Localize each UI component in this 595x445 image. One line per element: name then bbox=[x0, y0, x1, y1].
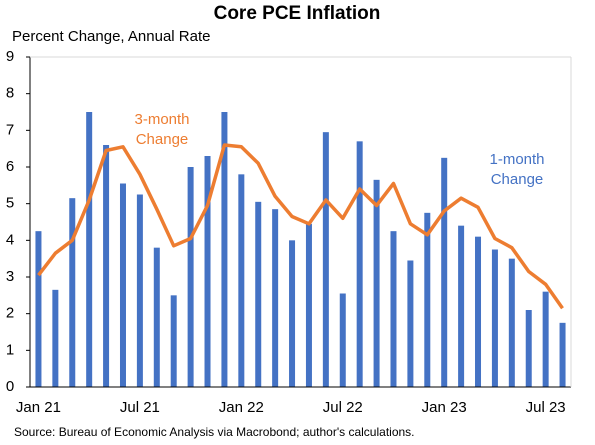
y-tick-label: 9 bbox=[6, 48, 14, 65]
bar bbox=[153, 247, 160, 387]
bar bbox=[52, 289, 59, 387]
bar bbox=[238, 174, 245, 387]
line bbox=[37, 143, 564, 310]
x-tick-label: Jan 22 bbox=[219, 399, 264, 416]
chart-subtitle: Percent Change, Annual Rate bbox=[12, 28, 210, 45]
x-tick-label: Jan 23 bbox=[422, 399, 467, 416]
x-tick-label: Jul 21 bbox=[120, 399, 160, 416]
bar bbox=[322, 132, 329, 387]
y-tick-label: 5 bbox=[6, 195, 14, 212]
y-tick-label: 4 bbox=[6, 231, 14, 248]
bar bbox=[170, 295, 177, 387]
y-tick-label: 2 bbox=[6, 305, 14, 322]
annotation: Change bbox=[491, 171, 544, 188]
y-tick-label: 7 bbox=[6, 121, 14, 138]
bar bbox=[35, 231, 42, 387]
bar bbox=[255, 201, 262, 387]
annotation: 3-month bbox=[134, 111, 189, 128]
y-tick-label: 0 bbox=[6, 378, 14, 395]
x-tick-label: Jan 21 bbox=[16, 399, 61, 416]
bar bbox=[221, 112, 228, 387]
source: Source: Bureau of Economic Analysis via … bbox=[14, 425, 415, 439]
bar bbox=[119, 183, 126, 387]
bar bbox=[491, 249, 498, 387]
bar bbox=[272, 209, 279, 387]
bar bbox=[86, 112, 93, 387]
bar bbox=[356, 141, 363, 387]
bar bbox=[525, 310, 532, 387]
bar bbox=[441, 157, 448, 387]
y-tick-label: 1 bbox=[6, 341, 14, 358]
y-tick-label: 6 bbox=[6, 158, 14, 175]
x-tick-label: Jul 22 bbox=[323, 399, 363, 416]
bar bbox=[424, 212, 431, 387]
bar bbox=[559, 322, 566, 387]
bar bbox=[136, 194, 143, 387]
bar bbox=[407, 260, 414, 387]
bar bbox=[187, 167, 194, 387]
bar bbox=[508, 258, 515, 387]
annotation: 1-month bbox=[489, 151, 544, 168]
bar bbox=[373, 179, 380, 387]
bar bbox=[475, 236, 482, 387]
bar bbox=[289, 240, 296, 387]
bar bbox=[339, 293, 346, 387]
chart-title: Core PCE Inflation bbox=[214, 3, 381, 24]
annotation: Change bbox=[136, 131, 189, 148]
bar bbox=[390, 231, 397, 387]
bar bbox=[69, 198, 76, 387]
y-tick-label: 3 bbox=[6, 268, 14, 285]
bar bbox=[204, 156, 211, 387]
bar bbox=[542, 291, 549, 387]
x-tick-label: Jul 23 bbox=[526, 399, 566, 416]
bar bbox=[103, 145, 110, 387]
bar bbox=[458, 225, 465, 387]
y-tick-label: 8 bbox=[6, 85, 14, 102]
bar bbox=[305, 223, 312, 387]
